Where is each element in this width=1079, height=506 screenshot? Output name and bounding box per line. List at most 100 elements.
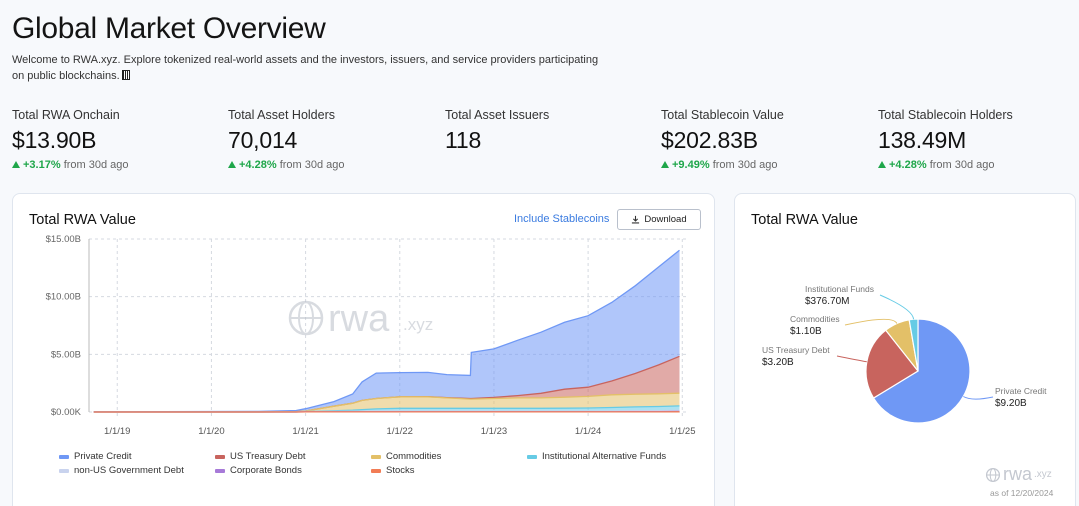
x-tick-label: 1/1/24 xyxy=(575,426,601,437)
metric-change: +4.28% from 30d ago xyxy=(228,159,438,171)
x-tick-label: 1/1/19 xyxy=(104,426,130,437)
pie-chart-card: Total RWA Value Private Credit $9.20B US T… xyxy=(734,193,1076,506)
pie-leader-line xyxy=(836,355,867,363)
pie-leader-line xyxy=(879,294,915,320)
x-tick-label: 1/1/25 xyxy=(669,426,695,437)
metric-label: Total Asset Issuers xyxy=(445,108,550,122)
metric-value: 138.49M xyxy=(878,127,967,153)
metric-asset-issuers: Total Asset Issuers 118 xyxy=(445,108,655,154)
pie-label-value: $9.20B xyxy=(995,398,1027,409)
change-suffix: from 30d ago xyxy=(929,159,995,171)
legend-item[interactable]: US Treasury Debt xyxy=(215,451,306,462)
rwa-watermark: rwa .xyz xyxy=(288,298,433,340)
metric-stablecoin-holders: Total Stablecoin Holders 138.49M +4.28% … xyxy=(878,108,1079,171)
up-arrow-icon xyxy=(878,161,886,168)
pie-chart: Private Credit $9.20B US Treasury Debt $3.2… xyxy=(762,284,1047,424)
legend-item[interactable]: Commodities xyxy=(371,451,441,462)
rwa-logo-suffix: .xyz xyxy=(1034,469,1052,480)
x-tick-label: 1/1/21 xyxy=(292,426,318,437)
intro-copy: Welcome to RWA.xyz. Explore tokenized re… xyxy=(12,54,599,82)
download-label: Download xyxy=(644,214,687,225)
metric-total-rwa: Total RWA Onchain $13.90B +3.17% from 30… xyxy=(12,108,222,171)
rwa-watermark-suffix: .xyz xyxy=(403,315,433,334)
pie-chart-title: Total RWA Value xyxy=(751,212,858,228)
change-suffix: from 30d ago xyxy=(279,159,345,171)
legend-swatch xyxy=(215,468,225,473)
change-percent: +3.17% xyxy=(23,159,61,171)
pie-label-value: $3.20B xyxy=(762,357,794,368)
legend-swatch xyxy=(59,454,69,459)
metric-label: Total Asset Holders xyxy=(228,108,335,122)
legend-label: non-US Government Debt xyxy=(74,465,184,476)
pie-label-name: Commodities xyxy=(790,314,840,324)
download-button[interactable]: Download xyxy=(617,209,701,230)
area-series-group xyxy=(93,249,680,413)
rwa-logo-small: rwa .xyz xyxy=(985,464,1052,485)
metric-change: +3.17% from 30d ago xyxy=(12,159,222,171)
legend-label: Corporate Bonds xyxy=(230,465,302,476)
x-tick-label: 1/1/20 xyxy=(198,426,224,437)
x-tick-label: 1/1/23 xyxy=(481,426,507,437)
metric-value: 118 xyxy=(445,127,482,153)
legend-swatch xyxy=(371,454,381,459)
y-tick-label: $10.00B xyxy=(46,292,81,303)
legend-swatch xyxy=(59,468,69,473)
pie-slice-us-treasury-debt xyxy=(865,329,919,399)
y-tick-label: $15.00B xyxy=(46,234,81,245)
pie-label-value: $1.10B xyxy=(790,326,822,337)
legend-label: Commodities xyxy=(386,451,442,462)
legend-swatch xyxy=(371,468,381,473)
change-suffix: from 30d ago xyxy=(712,159,778,171)
area-chart-title: Total RWA Value xyxy=(29,212,136,228)
legend-item[interactable]: Institutional Alternative Funds xyxy=(527,451,666,462)
legend-item[interactable]: Private Credit xyxy=(59,451,132,462)
pie-label-name: US Treasury Debt xyxy=(762,345,830,355)
up-arrow-icon xyxy=(661,161,669,168)
pie-label-name: Private Credit xyxy=(995,386,1047,396)
area-private-credit xyxy=(93,250,680,412)
x-tick-label: 1/1/22 xyxy=(387,426,413,437)
metric-change: +4.28% from 30d ago xyxy=(878,159,1079,171)
legend-label: Stocks xyxy=(386,465,415,476)
change-percent: +9.49% xyxy=(672,159,710,171)
metric-change: +9.49% from 30d ago xyxy=(661,159,871,171)
change-suffix: from 30d ago xyxy=(63,159,129,171)
intro-text: Welcome to RWA.xyz. Explore tokenized re… xyxy=(12,52,602,84)
metric-stablecoin-value: Total Stablecoin Value $202.83B +9.49% f… xyxy=(661,108,871,171)
legend-item[interactable]: Stocks xyxy=(371,465,415,476)
metric-label: Total Stablecoin Holders xyxy=(878,108,1013,122)
include-stablecoins-link[interactable]: Include Stablecoins xyxy=(514,213,610,225)
legend-label: US Treasury Debt xyxy=(230,451,306,462)
legend-item[interactable]: Corporate Bonds xyxy=(215,465,302,476)
metric-asset-holders: Total Asset Holders 70,014 +4.28% from 3… xyxy=(228,108,438,171)
y-tick-label: $5.00B xyxy=(51,349,81,360)
pie-label-value: $376.70M xyxy=(805,296,849,307)
y-tick-label: $0.00K xyxy=(51,407,82,418)
legend-label: Private Credit xyxy=(74,451,132,462)
pie-leader-line xyxy=(844,318,898,326)
flag-icon xyxy=(121,70,130,80)
pie-slice-private-credit xyxy=(872,318,971,424)
legend-swatch xyxy=(527,454,537,459)
change-percent: +4.28% xyxy=(239,159,277,171)
legend-item[interactable]: non-US Government Debt xyxy=(59,465,184,476)
legend-label: Institutional Alternative Funds xyxy=(542,451,667,462)
rwa-watermark-text: rwa xyxy=(328,298,390,340)
area-chart-card: Total RWA Value Include Stablecoins Down… xyxy=(12,193,715,506)
download-icon xyxy=(632,215,640,224)
metric-label: Total Stablecoin Value xyxy=(661,108,784,122)
pie-label-name: Institutional Funds xyxy=(805,284,874,294)
area-chart: $0.00K $5.00B $10.00B $15.00B 1/1/19 1/1/20 1/… xyxy=(46,234,696,437)
rwa-logo-text: rwa xyxy=(1003,464,1033,484)
up-arrow-icon xyxy=(12,161,20,168)
change-percent: +4.28% xyxy=(889,159,927,171)
metric-label: Total RWA Onchain xyxy=(12,108,120,122)
metric-value: 70,014 xyxy=(228,127,298,153)
up-arrow-icon xyxy=(228,161,236,168)
as-of-date: as of 12/20/2024 xyxy=(990,488,1054,498)
rwa-globe-icon xyxy=(985,467,1001,482)
metric-value: $13.90B xyxy=(12,127,97,153)
pie-leader-line xyxy=(963,396,994,400)
metric-value: $202.83B xyxy=(661,127,758,153)
page-title: Global Market Overview xyxy=(12,12,326,45)
